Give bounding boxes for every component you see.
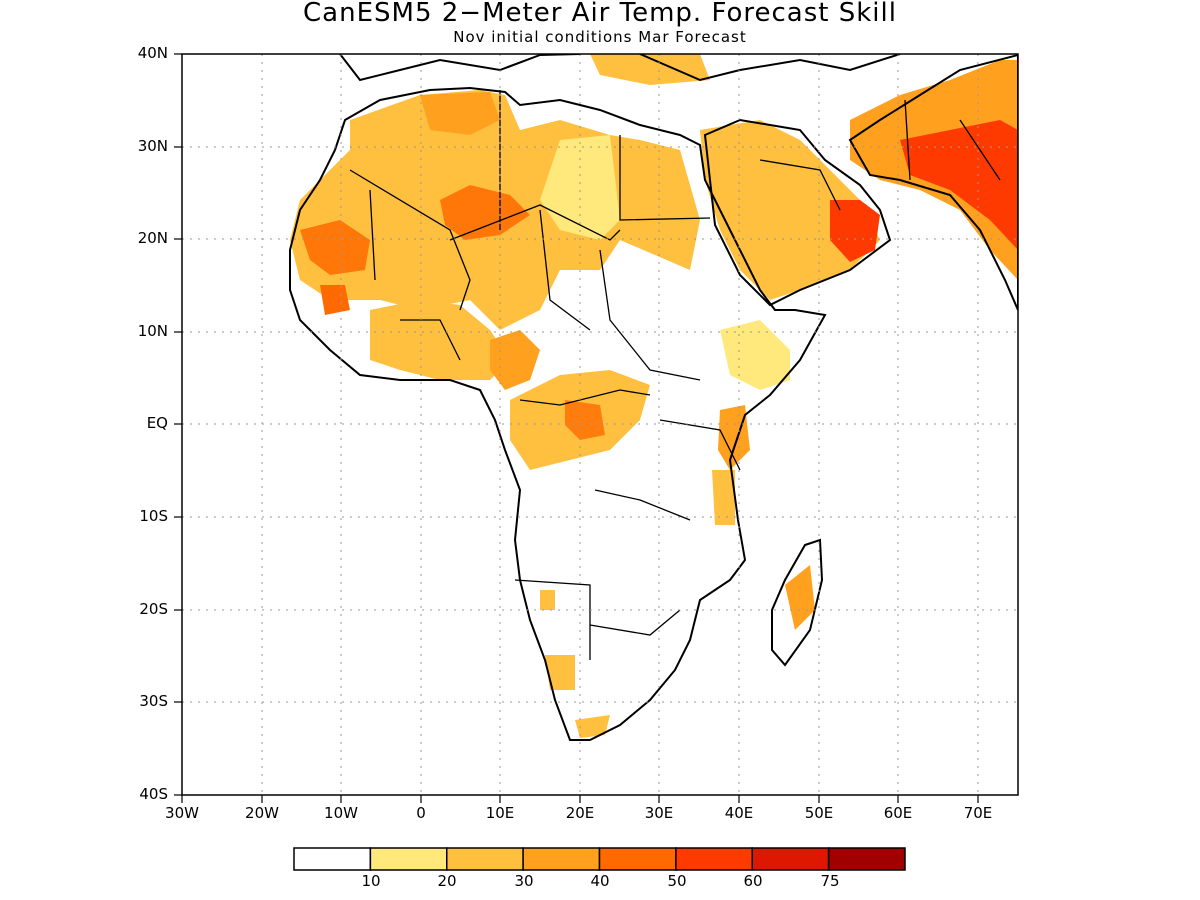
skill-region-ethiopia [720,320,790,390]
border-line [449,204,621,241]
colorbar [293,847,906,871]
colorbar-swatch [369,847,448,871]
colorbar-label: 75 [820,872,840,890]
border-line [594,489,691,521]
y-tick-label: EQ [146,414,168,432]
x-tick-label: 50E [804,804,834,822]
x-tick-label: 40E [724,804,754,822]
madagascar-outline [771,538,824,667]
europe-outline [339,54,581,82]
map-title: CanESM5 2−Meter Air Temp. Forecast Skill [303,0,897,28]
skill-region-nigeria [490,330,540,390]
skill-region-algeria [420,92,500,135]
border-line [959,119,1001,181]
skill-region-tanzania [712,470,735,525]
border-line [519,389,651,406]
border-line [619,135,711,221]
border-line [539,209,591,331]
arabia-outline [703,118,892,307]
country-borders [349,90,1001,660]
y-tick-label: 10N [137,322,168,340]
coastlines [289,54,1018,741]
y-tick-label: 40N [137,44,168,62]
border-line [599,249,701,381]
x-tick-label: 0 [416,804,426,822]
mediterranean-outline [639,54,901,82]
skill-region-mediterranean [590,54,710,85]
border-line [659,419,741,471]
grid-lines [182,54,1018,795]
colorbar-label: 40 [590,872,610,890]
africa-outline [289,86,827,741]
border-line [400,319,461,361]
x-tick-label: 20E [565,804,595,822]
y-tick-label: 10S [139,507,168,525]
colorbar-label: 20 [437,872,457,890]
skill-region-cape [575,715,610,738]
skill-region-namibia [545,655,575,690]
skill-region-pakistan [900,120,1018,250]
colorbar-swatch [598,847,677,871]
x-tick-label: 20W [245,804,279,822]
colorbar-label: 60 [743,872,763,890]
y-tick-label: 20S [139,600,168,618]
skill-region-arabia [700,120,880,300]
x-tick-label: 10W [324,804,358,822]
border-line [349,169,471,311]
skill-region-botswana [540,590,555,610]
map-subtitle: Nov initial conditions Mar Forecast [453,28,747,46]
border-line [759,159,841,211]
skill-region-madagascar [785,565,815,630]
border-line [904,99,911,181]
colorbar-swatch [446,847,524,871]
skill-region-congo-core [565,400,605,440]
x-tick-label: 10E [485,804,515,822]
border-line [514,579,591,660]
skill-region-guinea [320,285,350,315]
skill-region-mali [440,185,530,240]
colorbar-label: 10 [361,872,381,890]
y-tick-label: 20N [137,229,168,247]
tick-marks [174,53,979,803]
y-tick-label: 30N [137,137,168,155]
colorbar-swatch [827,847,906,871]
skill-region-oman [830,200,880,262]
colorbar-label: 50 [667,872,687,890]
border-line [369,189,376,281]
x-tick-label: 30W [165,804,199,822]
colorbar-swatch [675,847,753,871]
colorbar-label: 30 [514,872,534,890]
border-line [589,609,681,636]
x-tick-label: 70E [963,804,993,822]
colorbar-swatch [751,847,830,871]
x-tick-label: 30E [644,804,674,822]
x-tick-label: 60E [883,804,913,822]
colorbar-swatch [522,847,601,871]
skill-region-mauritania [300,220,370,275]
skill-region-sahara-light [540,135,620,240]
y-tick-label: 40S [139,785,168,803]
y-tick-label: 30S [139,692,168,710]
asia-outline [848,54,1018,311]
colorbar-swatch [293,847,372,871]
